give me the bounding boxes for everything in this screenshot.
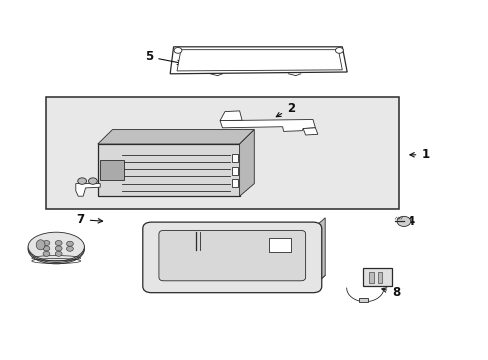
Polygon shape <box>239 130 254 196</box>
Ellipse shape <box>36 240 45 250</box>
Text: 3: 3 <box>128 157 145 170</box>
Text: 2: 2 <box>276 102 294 117</box>
Polygon shape <box>220 111 242 121</box>
Text: 7: 7 <box>77 213 102 226</box>
Text: 6: 6 <box>280 247 306 260</box>
Polygon shape <box>151 275 325 286</box>
Polygon shape <box>177 50 342 71</box>
FancyBboxPatch shape <box>159 230 305 281</box>
Text: 8: 8 <box>381 286 399 299</box>
Bar <box>268 238 290 252</box>
Bar <box>46 97 398 209</box>
Polygon shape <box>170 47 346 74</box>
Circle shape <box>66 246 73 251</box>
Ellipse shape <box>28 234 84 262</box>
Polygon shape <box>220 120 315 131</box>
Bar <box>231 154 237 162</box>
Bar <box>368 272 373 283</box>
Polygon shape <box>76 184 100 196</box>
Circle shape <box>66 241 73 246</box>
Circle shape <box>55 240 62 246</box>
Bar <box>358 298 367 302</box>
Bar <box>98 144 239 196</box>
FancyBboxPatch shape <box>142 222 321 293</box>
Circle shape <box>43 240 50 246</box>
Circle shape <box>43 246 50 251</box>
Bar <box>362 268 391 286</box>
Bar <box>377 272 382 283</box>
Bar <box>231 179 237 187</box>
Circle shape <box>55 246 62 251</box>
Ellipse shape <box>28 235 84 264</box>
Circle shape <box>43 251 50 256</box>
Polygon shape <box>312 218 325 286</box>
Circle shape <box>174 48 182 53</box>
Circle shape <box>78 178 86 184</box>
Bar <box>231 167 237 175</box>
Bar <box>100 160 123 180</box>
Text: 5: 5 <box>145 50 182 65</box>
Text: 4: 4 <box>399 215 414 228</box>
Ellipse shape <box>28 232 84 261</box>
Polygon shape <box>98 130 254 144</box>
Polygon shape <box>303 128 317 135</box>
Circle shape <box>396 216 410 226</box>
Circle shape <box>88 178 97 184</box>
Circle shape <box>335 48 343 53</box>
Text: 1: 1 <box>409 148 428 161</box>
Circle shape <box>55 251 62 256</box>
